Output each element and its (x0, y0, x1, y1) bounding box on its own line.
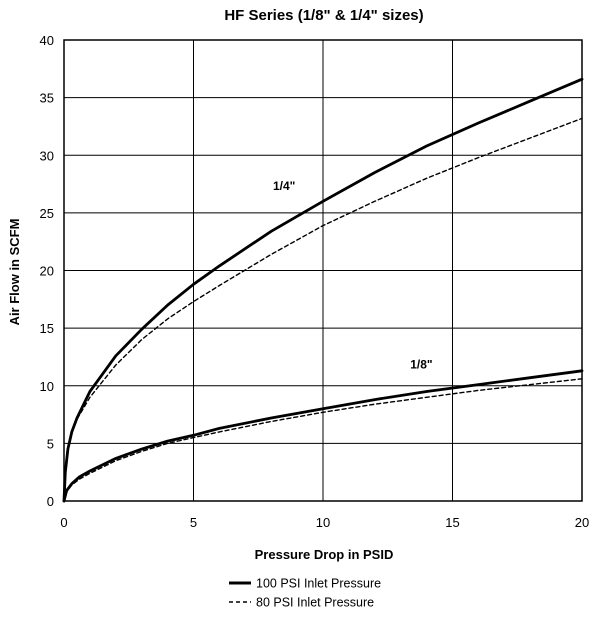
y-tick-label-35: 35 (40, 91, 54, 106)
grid-lines (63, 39, 583, 502)
annotation-1: 1/8" (410, 357, 432, 371)
x-tick-label-15: 15 (445, 515, 459, 530)
x-tick-label-5: 5 (190, 515, 197, 530)
legend-label-1: 80 PSI Inlet Pressure (256, 596, 374, 610)
x-tick-label-20: 20 (575, 515, 589, 530)
y-axis-label: Air Flow in SCFM (7, 219, 22, 326)
y-tick-label-25: 25 (40, 206, 54, 221)
series-line-1 (63, 117, 583, 502)
series-lines (62, 77, 584, 503)
y-tick-label-5: 5 (47, 436, 54, 451)
y-tick-label-15: 15 (40, 321, 54, 336)
legend-label-0: 100 PSI Inlet Pressure (256, 577, 381, 591)
series-line-3 (63, 378, 583, 502)
y-tick-label-20: 20 (40, 264, 54, 279)
chart-title: HF Series (1/8" & 1/4" sizes) (224, 7, 423, 24)
x-tick-label-0: 0 (60, 515, 67, 530)
y-tick-label-40: 40 (40, 33, 54, 48)
plot-frame (63, 39, 583, 502)
y-tick-labels: 0 5 10 15 20 25 30 35 40 (40, 33, 54, 509)
x-tick-labels: 0 5 10 15 20 (60, 515, 589, 530)
series-line-2 (62, 369, 584, 503)
y-tick-label-30: 30 (40, 148, 54, 163)
annotation-0: 1/4" (273, 179, 295, 193)
y-tick-label-10: 10 (40, 379, 54, 394)
x-tick-label-10: 10 (316, 515, 330, 530)
series-annotations: 1/4" 1/8" (273, 179, 433, 372)
x-axis-label: Pressure Drop in PSID (255, 547, 394, 562)
legend: 100 PSI Inlet Pressure 80 PSI Inlet Press… (229, 577, 381, 610)
y-tick-label-0: 0 (47, 494, 54, 509)
